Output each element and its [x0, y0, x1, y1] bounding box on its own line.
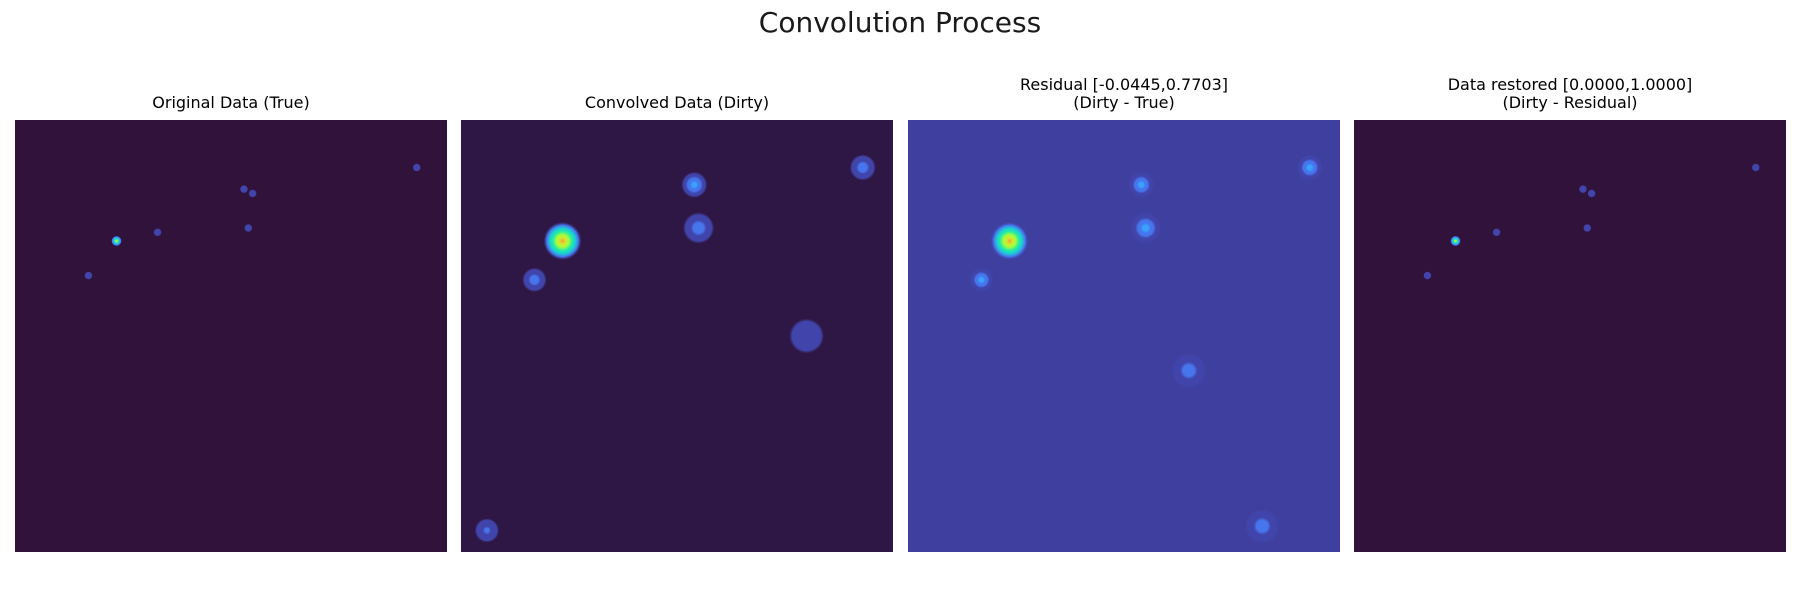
heatmap-source-6 — [789, 318, 824, 354]
heatmap-source-3 — [1296, 154, 1323, 181]
heatmap-background — [461, 120, 893, 552]
heatmap-background — [1354, 120, 1786, 552]
panel-residual: Residual [-0.0445,0.7703] (Dirty - True) — [908, 60, 1340, 552]
heatmap-source-0 — [1450, 235, 1461, 247]
panel-convolved-title: Convolved Data (Dirty) — [421, 94, 933, 112]
heatmap-source-4 — [969, 267, 994, 292]
panel-restored-image — [1354, 120, 1786, 552]
panel-residual-image — [908, 120, 1340, 552]
panel-original-image — [15, 120, 447, 552]
heatmap-source-4 — [1423, 271, 1432, 280]
heatmap-source-6 — [412, 163, 421, 172]
heatmap-source-1 — [1578, 185, 1587, 194]
heatmap-source-2 — [248, 189, 257, 198]
heatmap-source-5 — [1492, 228, 1501, 237]
panel-convolved-image — [461, 120, 893, 552]
panel-original-title: Original Data (True) — [0, 94, 487, 112]
heatmap-convolved — [461, 120, 893, 552]
panel-original-title-line1: Original Data (True) — [152, 93, 310, 112]
heatmap-residual — [908, 120, 1340, 552]
heatmap-source-0 — [990, 221, 1029, 260]
heatmap-source-3 — [244, 224, 253, 232]
heatmap-source-0 — [111, 235, 122, 247]
heatmap-source-1 — [239, 185, 248, 194]
panel-original: Original Data (True) — [15, 60, 447, 552]
panel-restored: Data restored [0.0000,1.0000] (Dirty - R… — [1354, 60, 1786, 552]
heatmap-source-6 — [1244, 508, 1280, 544]
panel-residual-title: Residual [-0.0445,0.7703] (Dirty - True) — [868, 76, 1380, 112]
heatmap-background — [15, 120, 447, 552]
heatmap-source-5 — [153, 228, 162, 237]
heatmap-source-4 — [522, 267, 547, 292]
heatmap-source-5 — [474, 518, 500, 543]
heatmap-source-2 — [1587, 189, 1596, 198]
heatmap-source-0 — [543, 221, 582, 260]
panel-convolved-title-line1: Convolved Data (Dirty) — [584, 93, 770, 112]
heatmap-source-5 — [1171, 353, 1207, 388]
panel-convolved: Convolved Data (Dirty) — [461, 60, 893, 552]
heatmap-source-2 — [683, 212, 715, 244]
heatmap-background — [908, 120, 1340, 552]
heatmap-source-4 — [84, 271, 93, 280]
panel-restored-title-line1: Data restored [0.0000,1.0000] — [1447, 75, 1693, 94]
panel-residual-title-line1: Residual [-0.0445,0.7703] — [1020, 75, 1228, 94]
heatmap-source-3 — [1583, 224, 1592, 232]
figure-title: Convolution Process — [758, 6, 1042, 39]
heatmap-source-1 — [1128, 171, 1155, 198]
heatmap-source-6 — [1751, 163, 1760, 172]
heatmap-restored — [1354, 120, 1786, 552]
heatmap-source-3 — [849, 154, 876, 181]
panel-restored-title: Data restored [0.0000,1.0000] (Dirty - R… — [1314, 76, 1800, 112]
panel-restored-title-line2: (Dirty - Residual) — [1502, 93, 1638, 112]
heatmap-source-2 — [1130, 212, 1162, 244]
panel-residual-title-line2: (Dirty - True) — [1073, 93, 1175, 112]
heatmap-source-1 — [681, 171, 708, 198]
heatmap-original — [15, 120, 447, 552]
